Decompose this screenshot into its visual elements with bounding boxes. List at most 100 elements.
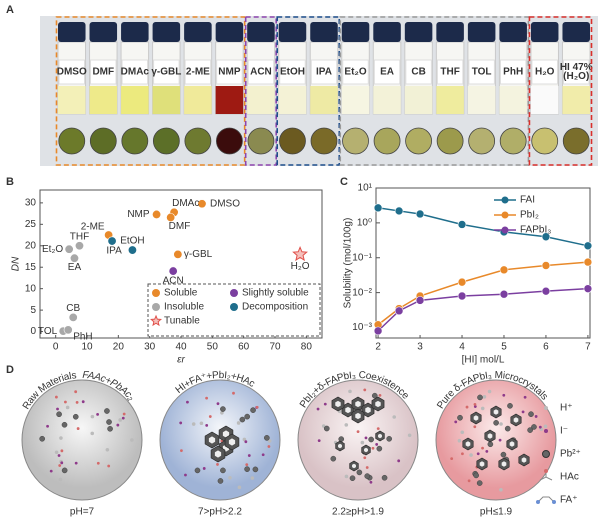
vial-label xyxy=(90,59,117,85)
lead-ion xyxy=(220,467,226,474)
crystal-core xyxy=(355,400,361,408)
particle xyxy=(49,469,53,473)
particle xyxy=(56,407,59,411)
y-tick-label: 5 xyxy=(30,305,36,316)
crystal-core xyxy=(365,406,371,414)
legend-marker xyxy=(152,289,160,297)
series-line xyxy=(377,287,588,332)
vial-liquid xyxy=(499,86,527,114)
particle xyxy=(60,449,64,453)
crystal-core xyxy=(521,457,527,463)
vial-cap xyxy=(436,22,464,42)
series-line xyxy=(377,261,588,326)
particle xyxy=(460,430,465,435)
lead-ion xyxy=(368,436,374,443)
lead-ion xyxy=(371,392,378,399)
crystal-core xyxy=(378,433,382,439)
vial-label xyxy=(216,59,243,85)
crystal-core xyxy=(345,406,351,414)
beaker xyxy=(297,379,419,501)
particles xyxy=(39,390,134,482)
lead-ion xyxy=(528,411,534,417)
y-tick-label: 10⁰ xyxy=(357,218,372,229)
particles xyxy=(179,391,272,490)
legend-label: Soluble xyxy=(164,288,198,299)
vial-label xyxy=(531,59,558,85)
particle xyxy=(473,425,477,429)
vial-liquid xyxy=(310,86,338,114)
lead-ion xyxy=(476,480,483,486)
particle xyxy=(54,395,58,399)
y-tick-label: 20 xyxy=(25,240,37,251)
dish-top xyxy=(58,127,86,155)
lead-ion xyxy=(194,467,201,474)
particle xyxy=(480,406,485,411)
x-axis-label: εr xyxy=(177,355,185,366)
vial-name: DMF xyxy=(92,67,114,78)
dish-top xyxy=(216,127,243,155)
vial-label xyxy=(436,59,464,85)
particle xyxy=(216,402,220,406)
particle xyxy=(378,393,382,397)
particle xyxy=(392,415,397,419)
point-label: 2-ME xyxy=(81,222,105,233)
legend-icon xyxy=(537,496,555,503)
point-label: Et₂O xyxy=(42,244,63,255)
dish-top xyxy=(468,127,496,155)
legend-marker xyxy=(501,196,509,204)
particle xyxy=(363,456,367,460)
legend-label: FAPbI₃ xyxy=(520,225,551,236)
point xyxy=(168,266,178,276)
lead-ion xyxy=(330,455,337,462)
point xyxy=(373,203,383,213)
particle xyxy=(242,437,247,442)
vial-name: DMSO xyxy=(57,67,87,78)
vial-cap xyxy=(562,22,590,42)
particle xyxy=(502,393,506,397)
particle xyxy=(476,452,480,456)
lead-ion xyxy=(527,427,533,433)
point xyxy=(69,253,79,263)
vial-label xyxy=(153,59,180,85)
particle xyxy=(228,475,232,480)
y-tick-label: 10¹ xyxy=(358,183,373,194)
particle xyxy=(64,400,67,404)
particle xyxy=(344,423,349,427)
vial-label xyxy=(184,59,212,85)
particle xyxy=(465,405,469,409)
crystal-core xyxy=(364,447,368,453)
crystal-core xyxy=(228,438,236,446)
point xyxy=(415,209,425,219)
particle xyxy=(96,461,100,465)
point xyxy=(394,306,404,316)
vial-liquid xyxy=(184,86,212,114)
vial-cap xyxy=(310,22,338,42)
particle xyxy=(58,477,63,482)
particle xyxy=(457,438,462,443)
x-tick-label: 40 xyxy=(175,342,187,353)
lead-ion xyxy=(349,475,356,482)
point xyxy=(173,249,183,259)
lead-ion xyxy=(376,445,383,452)
lead-ion xyxy=(473,472,479,479)
particle xyxy=(261,453,265,457)
lead-ion xyxy=(477,394,483,401)
point xyxy=(74,241,84,251)
particle xyxy=(81,400,85,404)
particle xyxy=(250,476,255,480)
particle xyxy=(499,487,503,492)
crystal-core xyxy=(509,441,515,447)
x-tick-label: 60 xyxy=(238,342,250,353)
dish-top xyxy=(247,127,275,155)
x-axis-label: [HI] mol/L xyxy=(462,355,505,366)
lead-ion xyxy=(356,469,363,476)
point-label: ACN xyxy=(163,276,184,287)
point xyxy=(583,257,593,267)
vial-liquid xyxy=(58,86,86,114)
vial-liquid xyxy=(562,86,590,114)
particle xyxy=(485,450,489,453)
vial-name: 2-ME xyxy=(186,67,210,78)
vial-name: H₂O xyxy=(535,67,555,78)
dish-top xyxy=(121,127,149,155)
vial-label xyxy=(562,59,590,85)
